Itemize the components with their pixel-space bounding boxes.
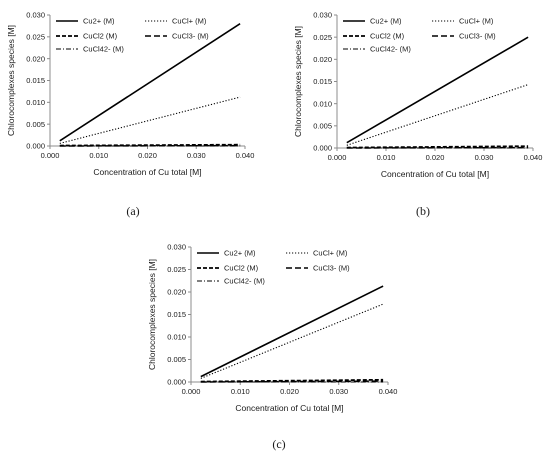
legend-label: CuCl2 (M) bbox=[224, 264, 259, 273]
legend-label: CuCl3- (M) bbox=[172, 32, 209, 41]
y-tick-label: 0.020 bbox=[167, 288, 186, 297]
x-tick-label: 0.020 bbox=[280, 387, 299, 396]
x-tick-label: 0.030 bbox=[329, 387, 348, 396]
y-tick-label: 0.030 bbox=[167, 243, 186, 252]
series-line-cu2+ bbox=[200, 285, 384, 378]
x-tick-label: 0.040 bbox=[236, 151, 255, 160]
y-tick-label: 0.025 bbox=[26, 32, 45, 41]
y-tick-label: 0.015 bbox=[167, 310, 186, 319]
y-tick-label: 0.005 bbox=[313, 121, 332, 130]
x-tick-label: 0.030 bbox=[187, 151, 206, 160]
y-tick-label: 0.010 bbox=[167, 333, 186, 342]
x-tick-label: 0.000 bbox=[41, 151, 60, 160]
y-tick-label: 0.020 bbox=[313, 55, 332, 64]
y-tick-label: 0.000 bbox=[313, 144, 332, 153]
x-tick-label: 0.000 bbox=[328, 153, 347, 162]
legend: Cu2+ (M) CuCl+ (M) CuCl2 (M) CuCl3- (M) CuCl… bbox=[56, 17, 209, 54]
panel-caption: (c) bbox=[272, 437, 285, 451]
series-line-cu2+ bbox=[346, 36, 529, 144]
legend-label: CuCl42- (M) bbox=[224, 277, 265, 286]
chart-panel-a: 0.000 0.005 0.010 0.015 0.020 0.025 0.030 0.000… bbox=[6, 11, 254, 218]
legend: Cu2+ (M) CuCl+ (M) CuCl2 (M) CuCl3- (M) CuCl… bbox=[197, 249, 350, 286]
y-tick-label: 0.000 bbox=[26, 142, 45, 151]
y-tick-label: 0.005 bbox=[26, 120, 45, 129]
y-axis-title: Chlorocomplexes species [M] bbox=[6, 25, 16, 136]
x-tick-label: 0.040 bbox=[524, 153, 543, 162]
y-tick-label: 0.030 bbox=[26, 11, 45, 20]
y-tick-label: 0.025 bbox=[313, 33, 332, 42]
x-axis-title: Concentration of Cu total [M] bbox=[235, 403, 343, 413]
legend-label: Cu2+ (M) bbox=[224, 249, 256, 258]
y-tick-label: 0.015 bbox=[313, 77, 332, 86]
series-line-cucl2 bbox=[346, 145, 529, 149]
x-tick-label: 0.040 bbox=[379, 387, 398, 396]
legend: Cu2+ (M) CuCl+ (M) CuCl2 (M) CuCl3- (M) CuCl… bbox=[343, 17, 496, 54]
series-line-cu2+ bbox=[59, 23, 241, 142]
y-tick-label: 0.010 bbox=[313, 99, 332, 108]
series-line-cucl+ bbox=[200, 303, 384, 379]
chart-panel-c: 0.000 0.005 0.010 0.015 0.020 0.025 0.030 0.000… bbox=[147, 243, 397, 451]
legend-label: CuCl2 (M) bbox=[83, 32, 118, 41]
x-tick-label: 0.030 bbox=[475, 153, 494, 162]
y-tick-label: 0.030 bbox=[313, 11, 332, 20]
legend-label: CuCl3- (M) bbox=[313, 264, 350, 273]
y-tick-label: 0.015 bbox=[26, 76, 45, 85]
x-tick-label: 0.010 bbox=[377, 153, 396, 162]
series-line-cucl2 bbox=[200, 378, 384, 383]
x-tick-label: 0.020 bbox=[138, 151, 157, 160]
x-tick-label: 0.010 bbox=[89, 151, 108, 160]
legend-label: CuCl2 (M) bbox=[370, 32, 405, 41]
panel-caption: (b) bbox=[416, 204, 430, 218]
legend-label: Cu2+ (M) bbox=[370, 17, 402, 26]
panel-caption: (a) bbox=[126, 204, 139, 218]
series-line-cucl2 bbox=[59, 143, 241, 147]
series-line-cucl+ bbox=[59, 96, 241, 144]
x-axis-title: Concentration of Cu total [M] bbox=[93, 167, 201, 177]
legend-label: CuCl+ (M) bbox=[459, 17, 494, 26]
y-tick-label: 0.005 bbox=[167, 355, 186, 364]
x-tick-label: 0.020 bbox=[426, 153, 445, 162]
y-axis-title: Chlorocomplexes species [M] bbox=[293, 26, 303, 137]
legend-label: CuCl42- (M) bbox=[83, 45, 124, 54]
y-tick-label: 0.000 bbox=[167, 378, 186, 387]
legend-label: CuCl3- (M) bbox=[459, 32, 496, 41]
x-axis-title: Concentration of Cu total [M] bbox=[381, 169, 489, 179]
legend-label: CuCl+ (M) bbox=[313, 249, 348, 258]
y-tick-label: 0.025 bbox=[167, 265, 186, 274]
y-tick-label: 0.010 bbox=[26, 98, 45, 107]
y-axis-title: Chlorocomplexes species [M] bbox=[147, 259, 157, 370]
x-tick-label: 0.010 bbox=[231, 387, 250, 396]
y-tick-label: 0.020 bbox=[26, 54, 45, 63]
legend-label: Cu2+ (M) bbox=[83, 17, 115, 26]
legend-label: CuCl+ (M) bbox=[172, 17, 207, 26]
chart-panel-b: 0.000 0.005 0.010 0.015 0.020 0.025 0.030 0.000… bbox=[293, 11, 542, 218]
legend-label: CuCl42- (M) bbox=[370, 45, 411, 54]
series-line-cucl+ bbox=[346, 84, 529, 146]
x-tick-label: 0.000 bbox=[182, 387, 201, 396]
